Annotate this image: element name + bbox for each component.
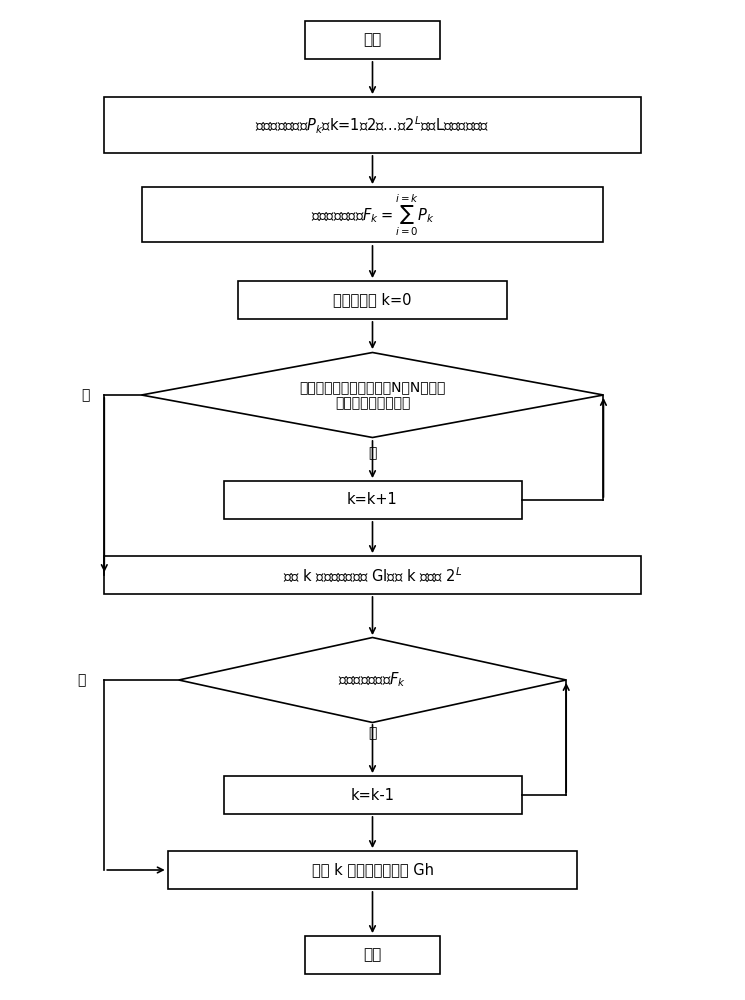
Text: 当前 k 值为最小灰度值 Gl，将 k 值设为 $2^L$: 当前 k 值为最小灰度值 Gl，将 k 值设为 $2^L$ bbox=[283, 565, 462, 585]
FancyBboxPatch shape bbox=[305, 936, 440, 974]
Text: 计算累积直方图$F_k=\sum_{i=0}^{i=k}P_k$: 计算累积直方图$F_k=\sum_{i=0}^{i=k}P_k$ bbox=[311, 192, 434, 238]
Text: 否: 否 bbox=[368, 726, 377, 740]
Polygon shape bbox=[142, 353, 603, 438]
Text: 结束: 结束 bbox=[364, 948, 381, 962]
Text: k=k-1: k=k-1 bbox=[350, 788, 395, 802]
Text: 否: 否 bbox=[368, 446, 377, 460]
Text: 开始: 开始 bbox=[364, 32, 381, 47]
FancyBboxPatch shape bbox=[142, 187, 603, 242]
FancyBboxPatch shape bbox=[305, 21, 440, 59]
FancyBboxPatch shape bbox=[104, 97, 641, 152]
Polygon shape bbox=[179, 638, 566, 722]
Text: 是: 是 bbox=[81, 388, 90, 402]
Text: 初始灰度值 k=0: 初始灰度值 k=0 bbox=[333, 292, 412, 308]
FancyBboxPatch shape bbox=[168, 851, 577, 889]
Text: 计算统计直方图$P_k$（k=1，2，…，$2^L$），L为灰度级位数: 计算统计直方图$P_k$（k=1，2，…，$2^L$），L为灰度级位数 bbox=[256, 114, 489, 136]
FancyBboxPatch shape bbox=[104, 556, 641, 594]
FancyBboxPatch shape bbox=[224, 481, 522, 519]
Text: 当前 k 值为最大灰度值 Gh: 当前 k 值为最大灰度值 Gh bbox=[311, 862, 434, 878]
Text: 是: 是 bbox=[77, 673, 86, 687]
Text: 判断累积直方图是否大于N，N为最大
最小灰度值判断域值: 判断累积直方图是否大于N，N为最大 最小灰度值判断域值 bbox=[299, 380, 446, 410]
FancyBboxPatch shape bbox=[238, 281, 507, 319]
Text: 判断累积直方图$F_k$: 判断累积直方图$F_k$ bbox=[338, 671, 407, 689]
FancyBboxPatch shape bbox=[224, 776, 522, 814]
Text: k=k+1: k=k+1 bbox=[347, 492, 398, 508]
